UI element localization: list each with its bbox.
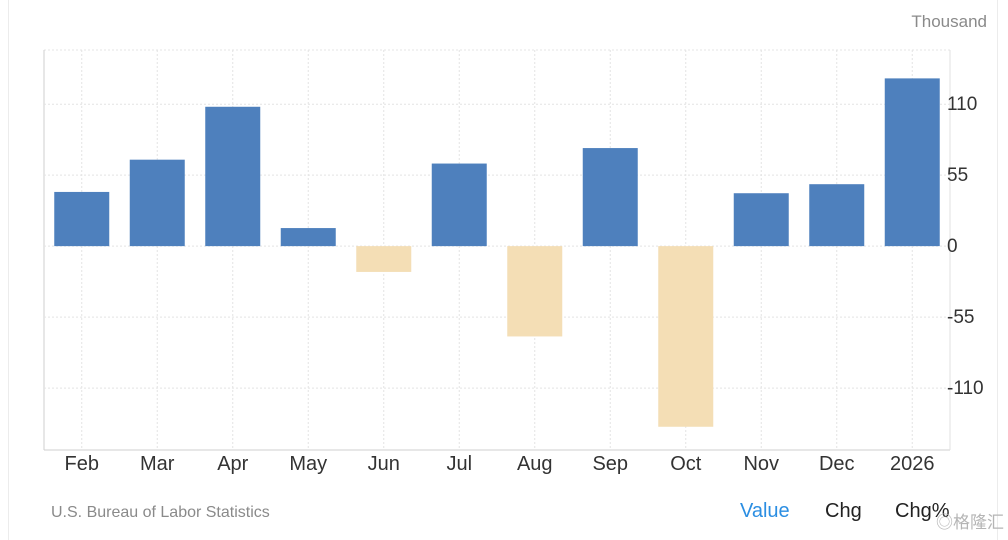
bar-oct bbox=[658, 246, 714, 427]
watermark-text: 格隆汇 bbox=[953, 513, 1004, 532]
unit-label: Thousand bbox=[911, 12, 987, 31]
y-tick-label: 110 bbox=[947, 94, 977, 115]
bar-jul bbox=[431, 163, 487, 247]
bar-mar bbox=[129, 159, 185, 247]
x-tick-label: Apr bbox=[217, 453, 248, 475]
watermark-icon: ◎ bbox=[936, 513, 953, 532]
bar-may bbox=[280, 228, 336, 247]
x-tick-label: May bbox=[289, 453, 327, 475]
x-tick-label: Mar bbox=[140, 453, 175, 475]
x-tick-label: Feb bbox=[65, 453, 99, 475]
x-tick-label: Jul bbox=[446, 453, 472, 475]
x-tick-label: Aug bbox=[517, 453, 553, 475]
bar-chart: 110 55 0 -55 -110 Feb Mar Apr May Jun Jul Aug Sep Oct… bbox=[43, 49, 984, 475]
tab-chg[interactable]: Chg bbox=[825, 500, 862, 522]
x-tick-label: Dec bbox=[819, 453, 855, 475]
bar-aug bbox=[507, 246, 563, 337]
x-tick-label: Oct bbox=[670, 453, 702, 475]
bar-dec bbox=[809, 184, 865, 247]
watermark-logo: ◎格隆汇 bbox=[936, 508, 1004, 533]
bar-nov bbox=[733, 193, 789, 247]
tab-chg-percent[interactable]: Chg% bbox=[895, 500, 950, 522]
x-tick-label: Sep bbox=[592, 453, 628, 475]
bar-apr bbox=[205, 106, 261, 247]
source-label: U.S. Bureau of Labor Statistics bbox=[51, 504, 270, 521]
bar-sep bbox=[582, 148, 638, 247]
bar-jun bbox=[356, 246, 412, 272]
x-tick-label: Nov bbox=[743, 453, 779, 475]
y-tick-label: 55 bbox=[947, 165, 968, 186]
x-tick-label: 2026 bbox=[890, 453, 935, 475]
y-tick-label: -55 bbox=[947, 307, 974, 328]
bar-feb bbox=[54, 191, 110, 247]
y-tick-label: -110 bbox=[947, 378, 984, 399]
chart-frame bbox=[8, 0, 998, 540]
bar-2026 bbox=[884, 78, 940, 247]
y-tick-label: 0 bbox=[947, 236, 958, 257]
x-tick-label: Jun bbox=[368, 453, 400, 475]
tab-value[interactable]: Value bbox=[740, 500, 790, 522]
